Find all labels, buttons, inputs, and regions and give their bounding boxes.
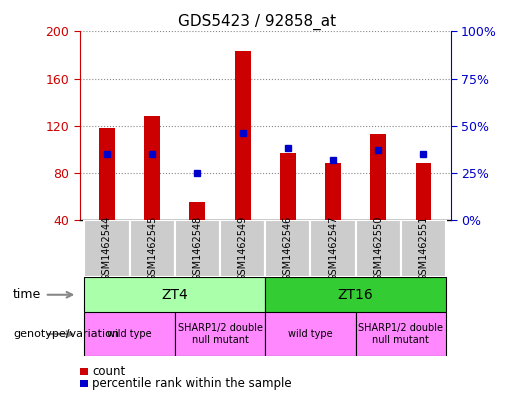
Text: count: count <box>92 365 126 378</box>
Bar <box>280 153 296 220</box>
Bar <box>325 163 341 220</box>
Bar <box>401 220 446 277</box>
Text: GSM1462546: GSM1462546 <box>283 216 293 281</box>
Text: GSM1462548: GSM1462548 <box>193 216 202 281</box>
Bar <box>311 220 356 277</box>
Text: GSM1462549: GSM1462549 <box>237 216 248 281</box>
Text: genotype/variation: genotype/variation <box>13 329 119 339</box>
Bar <box>235 51 250 220</box>
Bar <box>265 220 311 277</box>
Bar <box>99 128 115 220</box>
Bar <box>175 312 265 356</box>
Text: GSM1462545: GSM1462545 <box>147 216 157 281</box>
Text: GSM1462550: GSM1462550 <box>373 216 383 281</box>
Text: GDS5423 / 92858_at: GDS5423 / 92858_at <box>178 14 337 30</box>
Text: wild type: wild type <box>288 329 333 339</box>
Text: GSM1462551: GSM1462551 <box>419 216 428 281</box>
Bar <box>175 220 220 277</box>
Text: percentile rank within the sample: percentile rank within the sample <box>92 376 292 390</box>
Text: ZT16: ZT16 <box>338 288 373 302</box>
Text: ZT4: ZT4 <box>161 288 188 302</box>
Text: SHARP1/2 double
null mutant: SHARP1/2 double null mutant <box>358 323 443 345</box>
Text: GSM1462547: GSM1462547 <box>328 216 338 281</box>
Bar <box>84 277 265 312</box>
Text: wild type: wild type <box>107 329 152 339</box>
Bar <box>130 220 175 277</box>
Bar <box>356 220 401 277</box>
Bar <box>190 202 205 220</box>
Bar <box>220 220 265 277</box>
Bar <box>84 312 175 356</box>
Bar <box>370 134 386 220</box>
Bar <box>144 116 160 220</box>
Bar <box>265 312 356 356</box>
Bar <box>265 277 446 312</box>
Text: GSM1462544: GSM1462544 <box>102 216 112 281</box>
Bar <box>416 163 432 220</box>
Bar <box>84 220 130 277</box>
Text: time: time <box>13 288 41 301</box>
Bar <box>356 312 446 356</box>
Text: SHARP1/2 double
null mutant: SHARP1/2 double null mutant <box>178 323 263 345</box>
